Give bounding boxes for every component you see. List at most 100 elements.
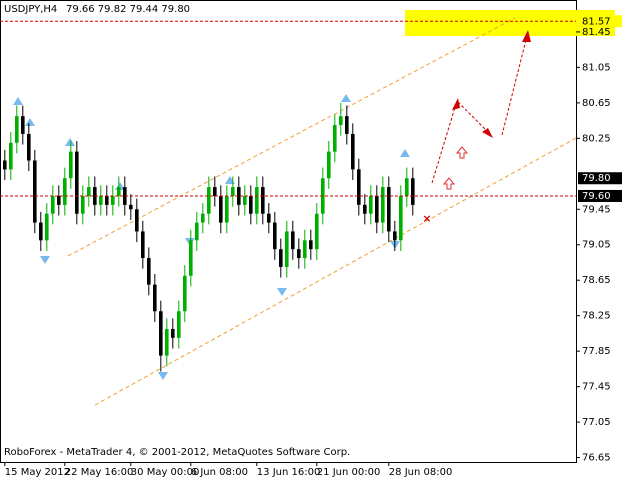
y-tick-label: 80.25 — [582, 133, 611, 144]
candle-body — [69, 151, 73, 179]
y-tick-label: 79.05 — [582, 240, 611, 251]
up-signals — [442, 146, 469, 190]
candle-body — [141, 231, 145, 259]
candle-body — [267, 213, 271, 223]
candle-body — [297, 249, 301, 259]
candle-body — [171, 328, 175, 338]
footer: RoboForex - MetaTrader 4, © 2001-2012, M… — [4, 447, 350, 458]
candle-body — [51, 195, 55, 214]
candle-body — [393, 231, 397, 241]
candle-body — [153, 284, 157, 312]
candle-body — [285, 231, 289, 267]
y-tick-label: 78.25 — [582, 311, 611, 322]
level-label: 79.80 — [582, 173, 611, 184]
ohlc-quote: 79.66 79.82 79.44 79.80 — [66, 4, 190, 15]
y-tick-label: 77.85 — [582, 346, 611, 357]
forecast-arrowheads — [452, 30, 531, 138]
level-label-box — [578, 189, 622, 202]
candle-body — [57, 195, 61, 205]
candle-body — [177, 311, 181, 338]
cross-marker: × — [422, 212, 431, 225]
candle-body — [33, 160, 37, 223]
candle-body — [363, 204, 367, 214]
channel-lower — [94, 137, 577, 406]
candle-body — [81, 195, 85, 214]
x-tick-label: 15 May 2012 — [5, 467, 70, 478]
candle-body — [315, 213, 319, 250]
candle-body — [261, 187, 265, 214]
x-tick-label: 28 Jun 08:00 — [389, 467, 453, 478]
candle-body — [45, 213, 49, 241]
candle-body — [225, 195, 229, 223]
candle-body — [405, 178, 409, 196]
y-tick-label: 77.05 — [582, 417, 611, 428]
candle-body — [183, 275, 187, 312]
candle-body — [231, 187, 235, 196]
candle-body — [201, 213, 205, 223]
candle-body — [333, 125, 337, 152]
y-tick-label: 79.45 — [582, 204, 611, 215]
candle-body — [369, 195, 373, 214]
candle-body — [375, 195, 379, 223]
x-tick-label: 6 Jun 08:00 — [191, 467, 248, 478]
candle-body — [291, 231, 295, 250]
candle-body — [63, 178, 67, 205]
x-tick-label: 21 Jun 00:00 — [317, 467, 381, 478]
candle-body — [123, 187, 127, 205]
candle-body — [93, 187, 97, 205]
candle-body — [381, 187, 385, 223]
candle-body — [147, 258, 151, 285]
candle-body — [303, 240, 307, 259]
candle-body — [189, 240, 193, 276]
candle-body — [279, 249, 283, 267]
candle-body — [195, 222, 199, 241]
candle-body — [165, 328, 169, 356]
candle-body — [309, 240, 313, 250]
candle-body — [15, 116, 19, 143]
candle-body — [3, 160, 7, 170]
candle-body — [213, 187, 217, 196]
candle-body — [159, 311, 163, 356]
channel-upper — [67, 17, 516, 257]
candle-body — [339, 116, 343, 126]
y-tick-label: 78.65 — [582, 275, 611, 286]
level-label-box — [578, 172, 622, 185]
candle-body — [129, 204, 133, 210]
candle-body — [117, 187, 121, 196]
candle-body — [255, 187, 259, 214]
candle-body — [249, 195, 253, 214]
candle-body — [351, 133, 355, 170]
candle-body — [111, 195, 115, 205]
candle-body — [411, 178, 415, 205]
candle-body — [387, 187, 391, 232]
candle-body — [399, 195, 403, 241]
candle-body — [273, 222, 277, 250]
candle-body — [39, 222, 43, 241]
symbol-title: USDJPY,H4 — [4, 4, 57, 15]
candle-body — [237, 187, 241, 205]
x-tick-label: 22 May 16:00 — [65, 467, 134, 478]
y-tick-label: 81.05 — [582, 62, 611, 73]
candle-body — [345, 116, 349, 134]
candle-body — [243, 195, 247, 205]
level-label: 81.57 — [582, 16, 611, 27]
candle-body — [87, 187, 91, 196]
x-tick-label: 13 Jun 16:00 — [257, 467, 321, 478]
candle-body — [105, 195, 109, 205]
forecast-arrows — [431, 35, 528, 184]
candle-body — [357, 169, 361, 205]
y-tick-label: 80.65 — [582, 98, 611, 109]
candle-body — [9, 142, 13, 170]
candle-body — [219, 195, 223, 223]
candle-body — [75, 151, 79, 214]
candle-body — [27, 133, 31, 161]
level-label: 79.60 — [582, 191, 611, 202]
y-tick-label: 81.45 — [582, 27, 611, 38]
x-tick-label: 30 May 00:00 — [131, 467, 200, 478]
level-label-box — [578, 15, 622, 28]
candle-body — [99, 195, 103, 205]
candle-body — [21, 116, 25, 134]
y-tick-label: 76.65 — [582, 453, 611, 464]
candle-body — [135, 209, 139, 232]
y-tick-label: 77.45 — [582, 382, 611, 393]
